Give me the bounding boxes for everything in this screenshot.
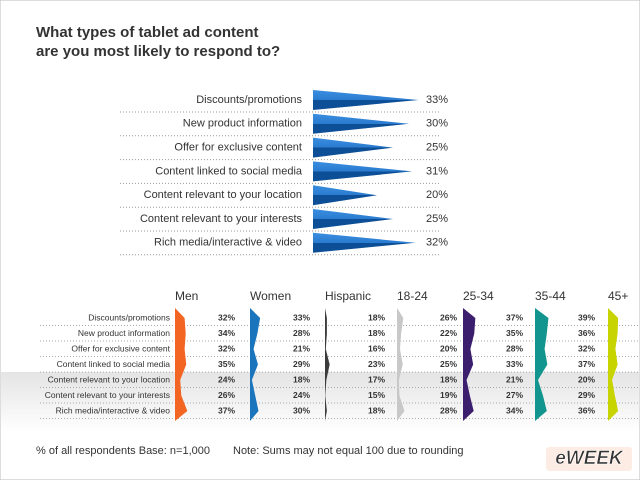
wave-band [608, 308, 619, 421]
value-label: 20% [426, 189, 448, 201]
value-label: 37% [218, 405, 235, 415]
value-label: 37% [506, 312, 523, 322]
value-label: 33% [506, 359, 523, 369]
value-label: 30% [293, 405, 310, 415]
value-label: 29% [293, 359, 310, 369]
spike [313, 185, 377, 206]
category-label: Content relevant to your location [48, 374, 171, 384]
value-label: 20% [440, 343, 457, 353]
wave-band [325, 308, 330, 421]
wave-band [397, 308, 405, 421]
value-label: 18% [440, 374, 457, 384]
series-header: Hispanic [325, 289, 371, 303]
series-header: Men [175, 289, 198, 303]
value-label: 21% [506, 374, 523, 384]
logo-backdrop [546, 447, 632, 471]
category-label: New product information [183, 118, 302, 130]
series-header: 25-34 [463, 289, 494, 303]
chart-title: are you most likely to respond to? [36, 43, 280, 60]
value-label: 22% [440, 328, 457, 338]
wave-band [463, 308, 476, 421]
value-label: 39% [578, 312, 595, 322]
background-band [1, 372, 639, 432]
value-label: 32% [218, 312, 235, 322]
wave-band [535, 308, 549, 421]
value-label: 28% [506, 343, 523, 353]
value-label: 18% [293, 374, 310, 384]
chart-title: What types of tablet ad content [36, 24, 259, 41]
footnote: % of all respondents Base: n=1,000 [36, 445, 210, 457]
value-label: 30% [426, 118, 448, 130]
value-label: 15% [368, 390, 385, 400]
value-label: 24% [293, 390, 310, 400]
value-label: 21% [293, 343, 310, 353]
series-header: 35-44 [535, 289, 566, 303]
value-label: 20% [578, 374, 595, 384]
series-header: 45+ [608, 289, 628, 303]
series-header: Women [250, 289, 291, 303]
value-label: 25% [440, 359, 457, 369]
spike [313, 90, 419, 110]
value-label: 33% [293, 312, 310, 322]
category-label: Discounts/promotions [196, 94, 302, 106]
value-label: 32% [578, 343, 595, 353]
spike [313, 113, 409, 134]
category-label: Content linked to social media [57, 359, 171, 369]
value-label: 27% [506, 390, 523, 400]
value-label: 33% [426, 94, 448, 106]
value-label: 28% [293, 328, 310, 338]
spike [313, 137, 393, 158]
value-label: 32% [218, 343, 235, 353]
footnote: Note: Sums may not equal 100 due to roun… [233, 445, 464, 457]
category-label: Rich media/interactive & video [56, 405, 171, 415]
value-label: 23% [368, 359, 385, 369]
category-label: New product information [78, 328, 170, 338]
value-label: 36% [578, 328, 595, 338]
spike [313, 209, 393, 229]
value-label: 24% [218, 374, 235, 384]
spike [313, 161, 413, 182]
value-label: 18% [368, 312, 385, 322]
value-label: 25% [426, 142, 448, 154]
value-label: 28% [440, 405, 457, 415]
value-label: 35% [218, 359, 235, 369]
value-label: 34% [218, 328, 235, 338]
value-label: 31% [426, 165, 448, 177]
value-label: 34% [506, 405, 523, 415]
category-label: Discounts/promotions [88, 312, 170, 322]
value-label: 29% [578, 390, 595, 400]
value-label: 37% [578, 359, 595, 369]
category-label: Offer for exclusive content [174, 142, 302, 154]
value-label: 17% [368, 374, 385, 384]
value-label: 18% [368, 328, 385, 338]
value-label: 35% [506, 328, 523, 338]
category-label: Content relevant to your interests [140, 213, 303, 225]
value-label: 36% [578, 405, 595, 415]
logo: eWEEK [555, 448, 624, 469]
category-label: Offer for exclusive content [71, 343, 170, 353]
value-label: 26% [218, 390, 235, 400]
spike [313, 232, 416, 253]
value-label: 26% [440, 312, 457, 322]
category-label: Content relevant to your location [144, 189, 302, 201]
category-label: Content linked to social media [155, 165, 303, 177]
value-label: 32% [426, 237, 448, 249]
value-label: 16% [368, 343, 385, 353]
category-label: Content relevant to your interests [45, 390, 170, 400]
series-header: 18-24 [397, 289, 428, 303]
value-label: 25% [426, 213, 448, 225]
wave-band [250, 308, 261, 421]
wave-band [175, 308, 188, 421]
value-label: 19% [440, 390, 457, 400]
value-label: 18% [368, 405, 385, 415]
category-label: Rich media/interactive & video [154, 237, 302, 249]
